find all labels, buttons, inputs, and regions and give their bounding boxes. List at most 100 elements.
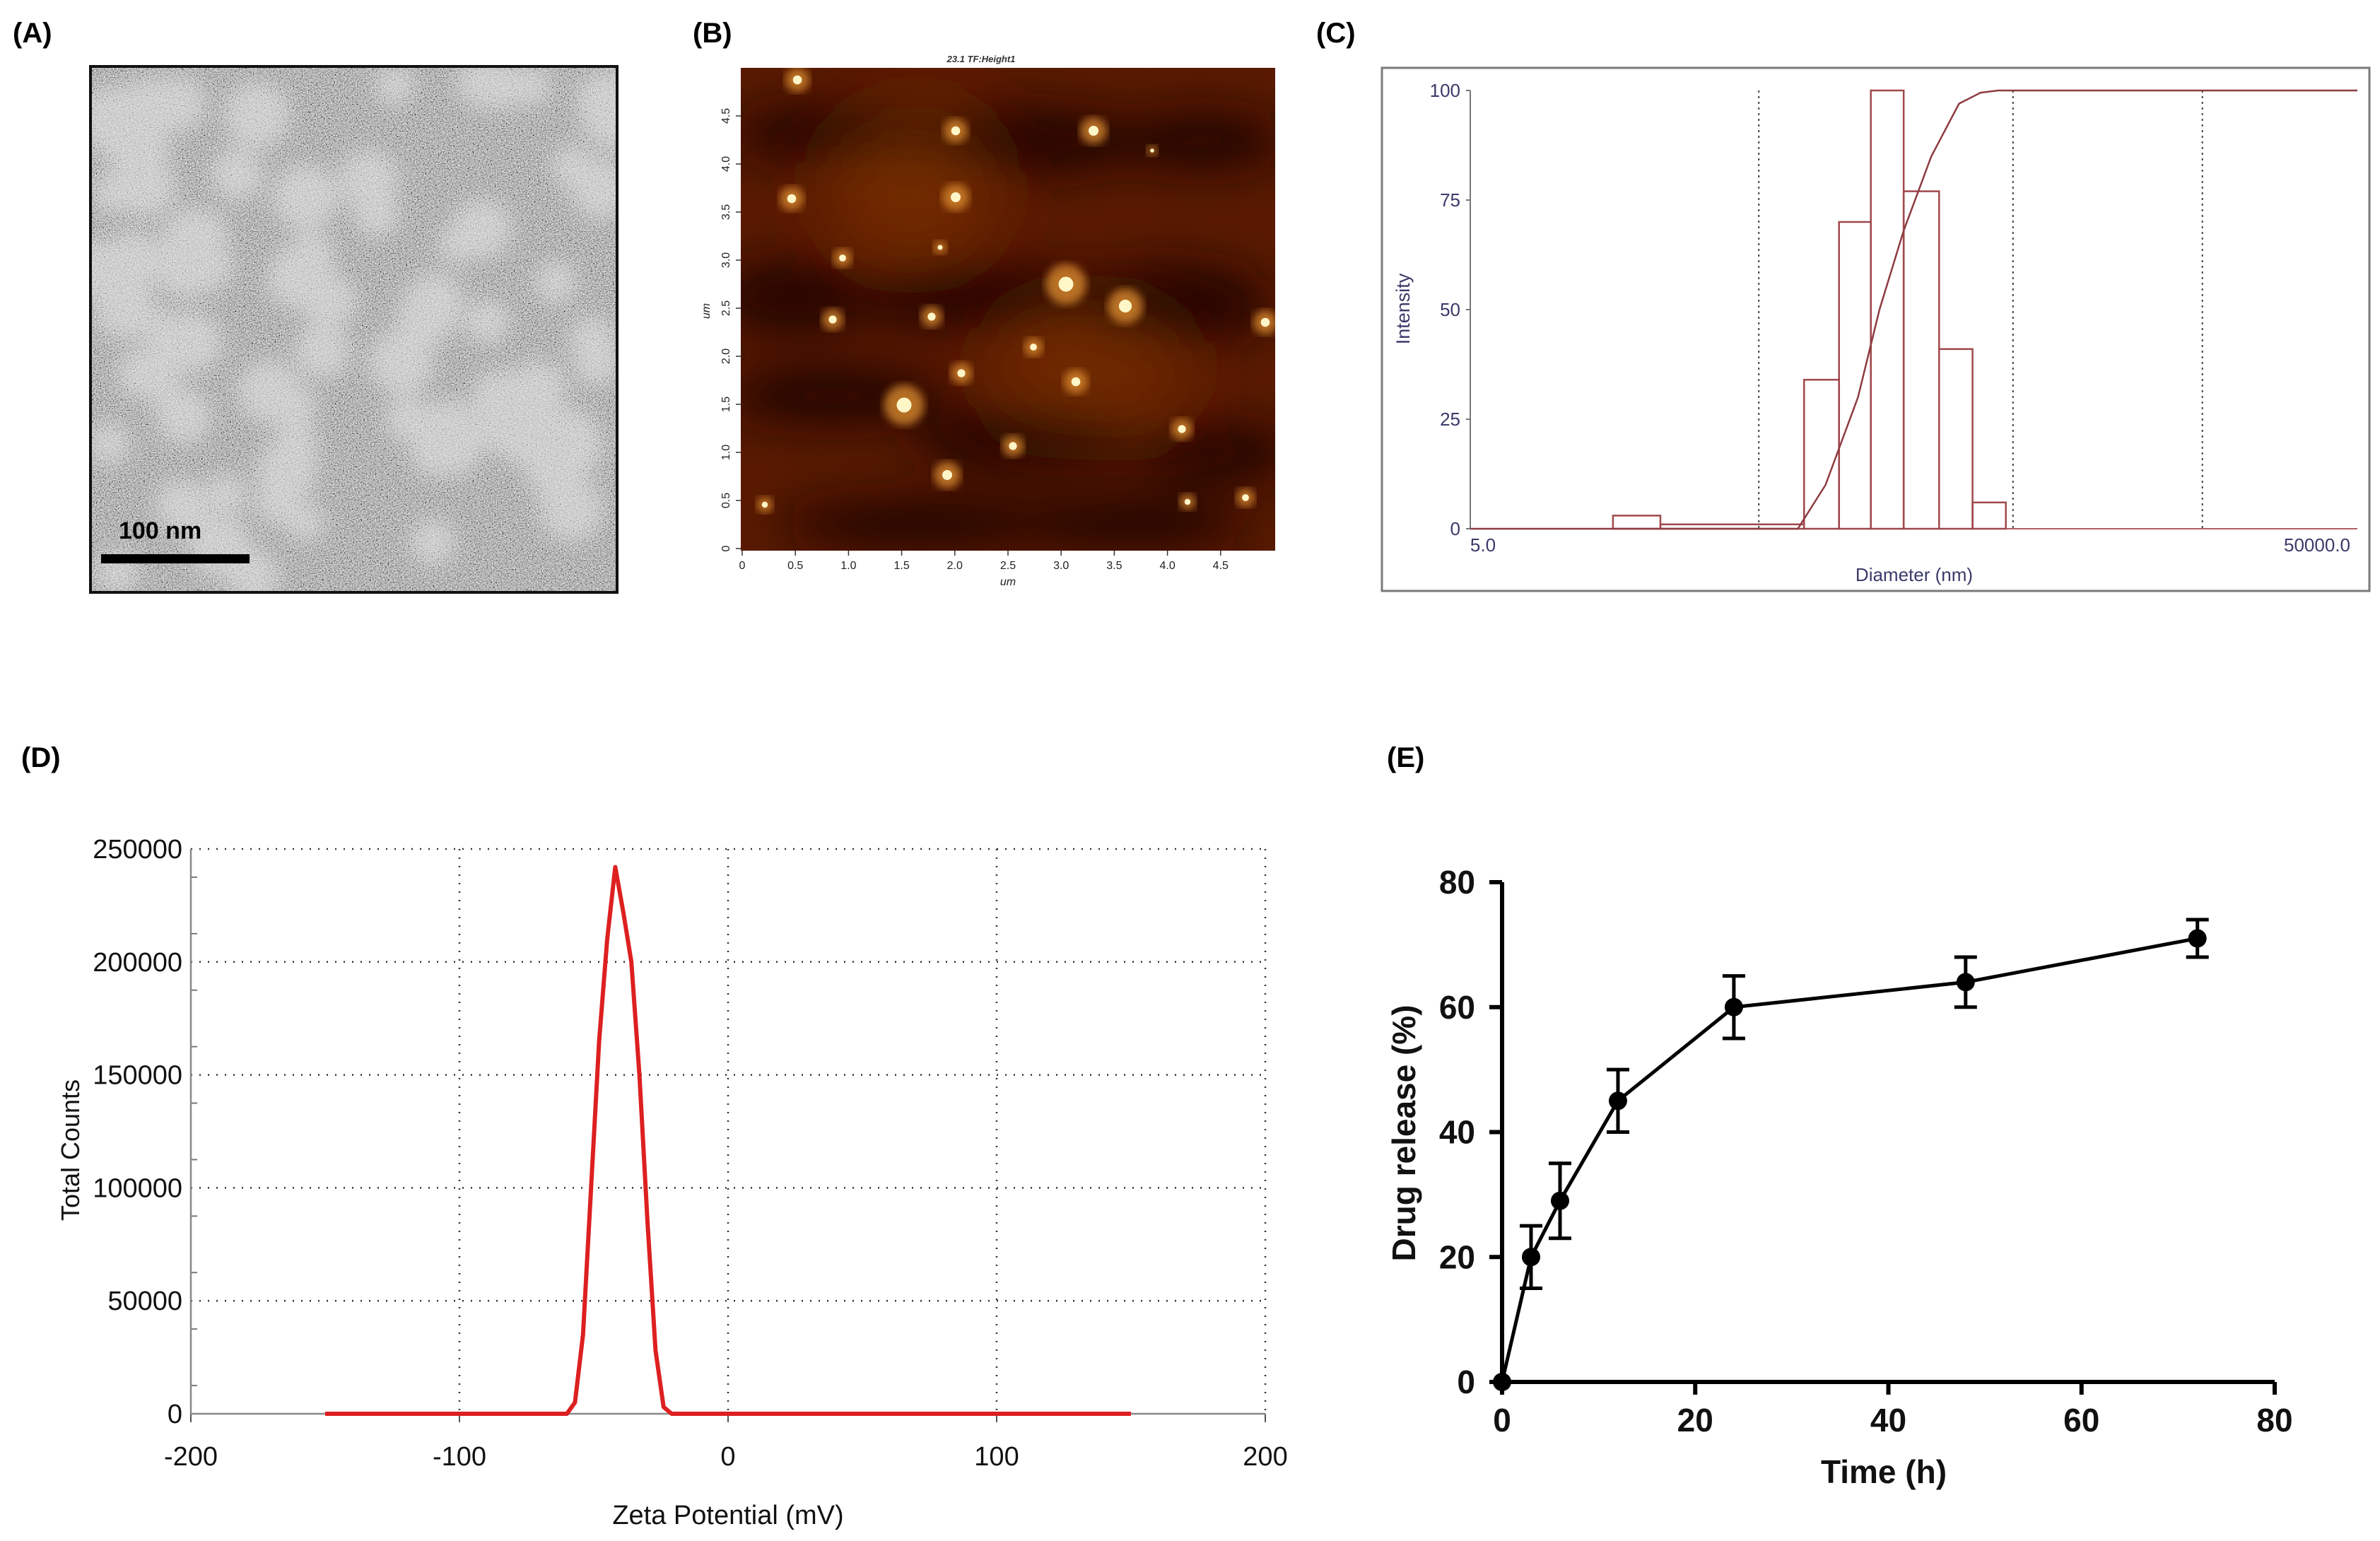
afm-y-tick-label: 4.5 (720, 108, 732, 124)
afm-ridge (990, 297, 1188, 438)
e-data-point (1956, 973, 1975, 992)
afm-x-tick-label: 4.0 (1159, 560, 1175, 572)
afm-x-tick-label: 1.5 (893, 560, 909, 572)
e-y-tick-label: 40 (1439, 1114, 1475, 1151)
afm-particle (942, 470, 952, 480)
afm-y-tick-label: 1.5 (720, 397, 732, 412)
d-x-axis-label: Zeta Potential (mV) (612, 1501, 843, 1530)
tem-particle (155, 479, 209, 532)
panel-d-label: (D) (21, 742, 61, 773)
afm-y-tick-label: 0 (720, 545, 732, 551)
afm-particle (787, 194, 797, 204)
c-y-tick-label: 0 (1450, 518, 1460, 539)
tem-particle (574, 339, 617, 386)
afm-particle (1058, 276, 1074, 292)
tem-particle (368, 329, 435, 395)
c-histogram-bar (1971, 501, 2007, 530)
tem-particle (375, 66, 415, 105)
tem-particle (385, 396, 432, 443)
afm-particle (1089, 126, 1098, 136)
afm-y-tick-label: 2.5 (720, 300, 732, 316)
tem-particle (92, 173, 132, 213)
c-x-tick-label: 5.0 (1470, 534, 1496, 556)
tem-particle (224, 82, 291, 148)
afm-image-title: 23.1 TF:Height1 (946, 54, 1016, 64)
c-y-axis-label: Intensity (1393, 273, 1414, 344)
tem-particle (464, 299, 510, 345)
d-x-tick-label: -100 (433, 1442, 486, 1472)
tem-particle (254, 477, 303, 525)
afm-particle (951, 192, 961, 202)
tem-particle (121, 77, 180, 136)
afm-depression (1011, 498, 1251, 548)
afm-particle (1242, 494, 1249, 501)
e-x-axis-label: Time (h) (1821, 1453, 1947, 1490)
panel-b-label: (B) (693, 18, 732, 49)
afm-particle (761, 501, 768, 508)
c-y-tick-label: 75 (1440, 189, 1460, 211)
e-y-tick-label: 0 (1457, 1364, 1475, 1400)
afm-x-tick-label: 1.0 (840, 560, 856, 572)
panel-c-label: (C) (1316, 18, 1356, 49)
c-x-axis-label: Diameter (nm) (1856, 564, 1973, 585)
d-x-tick-label: 100 (974, 1442, 1019, 1472)
afm-x-tick-label: 3.0 (1053, 560, 1069, 572)
e-y-tick-label: 20 (1439, 1238, 1475, 1275)
d-x-tick-label: 0 (720, 1442, 735, 1472)
tem-particle (532, 407, 600, 475)
afm-particle (839, 254, 846, 262)
tem-particle (539, 478, 603, 541)
tem-particle (457, 66, 506, 107)
tem-particle (211, 148, 264, 201)
afm-y-tick-label: 3.0 (720, 252, 732, 268)
tem-particle (422, 399, 474, 451)
e-data-point (1724, 997, 1743, 1016)
tem-particle (452, 199, 512, 259)
afm-y-tick-label: 2.0 (720, 348, 732, 364)
afm-x-tick-label: 4.5 (1213, 560, 1229, 572)
tem-particle (404, 273, 464, 332)
afm-x-tick-label: 2.0 (947, 560, 963, 572)
afm-y-tick-label: 3.5 (720, 204, 732, 220)
panel-a-label: (A) (13, 18, 52, 49)
e-release-curve (1500, 937, 2198, 1383)
tem-frame (89, 65, 619, 594)
afm-particle (1178, 425, 1186, 433)
afm-particle (927, 312, 936, 321)
c-y-tick-label: 100 (1430, 80, 1460, 101)
tem-particle (274, 423, 319, 468)
d-x-tick-label: 200 (1243, 1442, 1287, 1472)
afm-y-tick-label: 4.0 (720, 156, 732, 172)
afm-y-tick-label: 1.0 (720, 445, 732, 460)
c-y-tick-label: 50 (1440, 299, 1460, 320)
e-data-point (1521, 1248, 1540, 1267)
afm-particle (1009, 442, 1017, 450)
e-y-tick-label: 80 (1439, 864, 1475, 901)
tem-particle (90, 240, 125, 297)
panel-b-afm: (B) 23.1 TF:Height1 0 0.5 1.0 1.5 2.0 2.5 3.0 3… (693, 18, 1275, 588)
tem-particle (268, 383, 316, 431)
e-x-tick-label: 80 (2256, 1402, 2292, 1439)
afm-y-unit: um (700, 303, 713, 319)
c-y-tick-label: 25 (1440, 409, 1460, 430)
e-x-tick-label: 20 (1677, 1402, 1713, 1439)
c-histogram-bar (1938, 348, 1974, 530)
d-y-tick-label: 50000 (107, 1287, 182, 1316)
scale-bar-label: 100 nm (119, 517, 201, 544)
afm-particle (951, 126, 961, 136)
tem-particle (266, 245, 332, 311)
tem-particle (189, 212, 228, 252)
scale-bar (101, 554, 250, 563)
e-data-point (1493, 1373, 1511, 1391)
e-data-point (1550, 1191, 1569, 1210)
afm-particle (1030, 344, 1037, 351)
afm-particle (1071, 377, 1081, 387)
afm-depression (778, 498, 1060, 548)
afm-particle (1150, 148, 1154, 153)
tem-particle (339, 150, 399, 210)
afm-x-tick-label: 2.5 (1000, 560, 1016, 572)
c-x-tick-label: 50000.0 (2284, 534, 2350, 556)
d-y-tick-label: 100000 (93, 1173, 182, 1203)
panel-e-label: (E) (1387, 742, 1424, 773)
e-data-point (2188, 929, 2207, 948)
